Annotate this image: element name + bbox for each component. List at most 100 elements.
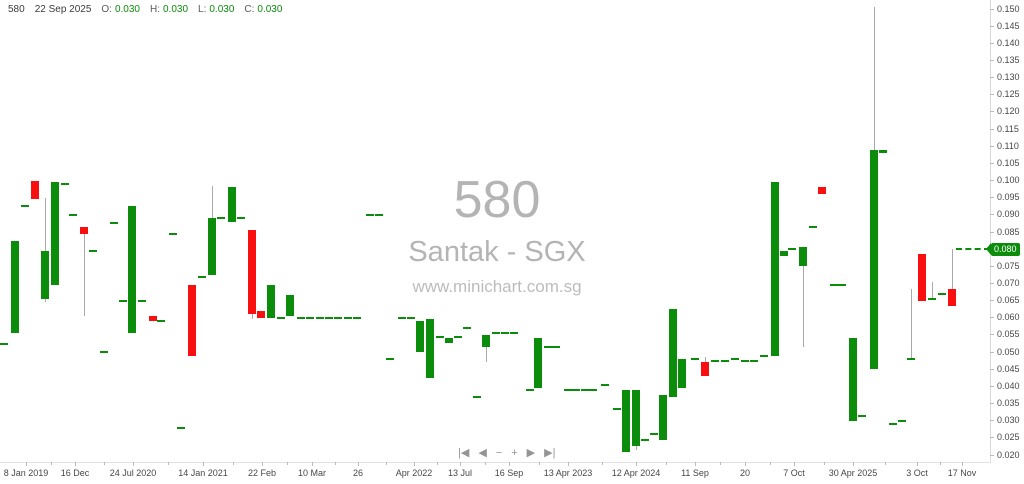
candle-body [771,182,779,356]
candle-body [344,316,352,319]
nav-zoom-in-button[interactable]: + [511,447,518,459]
price-tick-label: 0.140 [997,37,1020,48]
price-tick-label: 0.040 [997,380,1020,391]
candle-body [454,335,462,338]
price-tick-label: 0.125 [997,89,1020,100]
date-tick-label: 24 Jul 2020 [109,468,157,478]
open-value: 0.030 [114,4,140,15]
candle-body [407,316,415,319]
candle-body [51,182,59,286]
candle-body [482,334,490,347]
candle-body [928,297,936,300]
nav-zoom-out-button[interactable]: − [495,447,503,459]
nav-step-back-button[interactable]: ◀ [478,447,487,459]
candle-body [731,357,739,360]
candle-body [830,284,838,287]
candle-body [669,309,677,397]
candle-body [138,299,146,302]
candle-body [552,345,560,348]
candle-lower-wick [802,266,804,347]
candle-body [544,345,552,348]
candle-body [61,182,69,185]
candle-body [809,225,817,228]
candle-body [898,419,906,422]
candle-body [11,240,19,334]
price-tick-label: 0.035 [997,398,1020,409]
date-tick-label: 26 [352,468,363,478]
candle-body [257,310,265,318]
candle-body [492,332,500,335]
candle-body [21,205,29,208]
candle-body [564,388,572,391]
date-tick-label: 14 Jan 2021 [178,468,228,478]
price-tick-label: 0.150 [997,3,1020,14]
candle-body [325,316,333,319]
candle-body [217,217,225,220]
date-tick-label: 11 Sep [681,468,709,478]
candle-body [473,395,481,398]
candle-body [398,316,406,319]
close-label: C: [244,4,255,15]
candle-body [286,295,294,317]
price-tick-label: 0.100 [997,175,1020,186]
candle-body [889,423,897,426]
candle-body [128,206,136,334]
candle-body [613,407,621,410]
candle-upper-wick [44,197,46,251]
candle-body [799,247,807,267]
candle-body [177,426,185,429]
price-tick-label: 0.085 [997,226,1020,237]
candle-body [838,284,846,287]
date-tick-label: 3 Oct [906,468,928,478]
candle-body [316,316,324,319]
price-tick-label: 0.110 [997,140,1019,151]
candle-body [650,433,658,436]
last-price-value: 0.080 [994,243,1017,254]
candle-body [169,232,177,235]
candle-body [436,335,444,338]
date-tick-label: 12 Apr 2024 [611,468,661,478]
high-field: H: 0.030 [150,4,188,15]
candle-body [659,394,667,440]
candle-body [526,388,534,391]
symbol-code: 580 [8,4,25,15]
nav-step-forward-button[interactable]: ▶ [526,447,536,459]
candle-body [416,321,424,353]
candle-body [572,388,580,391]
candle-body [267,285,275,318]
price-tick-label: 0.025 [997,432,1020,443]
candle-body [780,250,788,256]
candle-upper-wick [951,249,953,289]
candle-body [149,316,157,322]
candle-body [375,213,383,216]
candle-body [741,359,749,362]
candle-body [501,332,509,335]
nav-skip-start-button[interactable]: |◀ [458,447,470,459]
candle-lower-wick [83,233,85,317]
candle-body [237,217,245,220]
candle-body [89,249,97,252]
date-tick-label: 22 Feb [247,468,277,478]
candle-body [188,285,196,356]
price-tick-label: 0.135 [997,54,1020,65]
candle-body [632,389,640,447]
candle-body [879,149,887,154]
candle-lower-wick [485,346,487,363]
price-tick-label: 0.070 [997,277,1020,288]
quote-date: 22 Sep 2025 [34,4,92,15]
high-value: 0.030 [163,4,189,15]
low-label: L: [198,4,207,15]
price-tick-label: 0.065 [997,295,1020,306]
low-field: L: 0.030 [198,4,234,15]
chart-plot-area[interactable] [0,0,990,462]
candle-body [69,213,77,216]
price-tick-label: 0.120 [997,106,1020,117]
candle-body [100,351,108,354]
nav-skip-end-button[interactable]: ▶| [544,447,556,459]
candle-body [0,342,8,345]
close-value: 0.030 [257,4,283,15]
candle-body [534,338,542,389]
candle-body [918,254,926,301]
date-tick-label: 30 Apr 2025 [828,468,878,478]
